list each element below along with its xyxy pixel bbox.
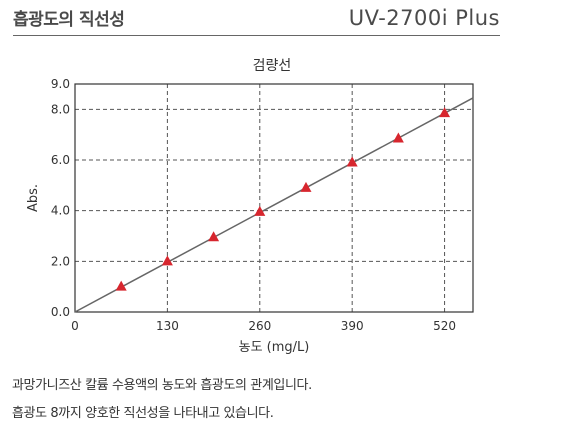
data-point-marker [208, 231, 220, 242]
y-tick-label: 9.0 [51, 77, 70, 91]
fit-line [74, 97, 474, 313]
chart-title: 검량선 [253, 58, 292, 74]
data-point-marker [300, 181, 312, 192]
data-point-marker [392, 132, 404, 143]
y-tick-label: 0.0 [51, 305, 70, 319]
y-tick-label: 2.0 [51, 254, 70, 268]
x-tick-label: 520 [433, 319, 456, 333]
page-title: 흡광도의 직선성 [13, 10, 125, 30]
data-point-marker [254, 205, 266, 216]
y-axis-label: Abs. [26, 184, 41, 212]
y-tick-label: 6.0 [51, 153, 70, 167]
data-point-marker [115, 280, 127, 291]
axis-ticks: 0 130 260 390 520 0.0 2.0 4.0 6.0 8.0 9.0 [51, 77, 456, 333]
x-tick-label: 260 [248, 319, 271, 333]
x-tick-label: 130 [156, 319, 179, 333]
y-tick-label: 4.0 [51, 204, 70, 218]
plot-frame [74, 83, 474, 313]
header: 흡광도의 직선성 UV-2700i Plus [13, 0, 500, 40]
grid-lines [75, 84, 473, 312]
calibration-chart: 검량선 0 130 260 390 520 0.0 2.0 4.0 6.0 8.0 9.0 농도 (… [26, 58, 474, 355]
header-divider [13, 35, 500, 36]
data-point-marker [161, 255, 173, 266]
data-markers [115, 107, 451, 291]
y-tick-label: 8.0 [51, 102, 70, 116]
description-line-1: 과망가니즈산 칼륨 수용액의 농도와 흡광도의 관계입니다. [12, 378, 312, 393]
x-tick-label: 390 [341, 319, 364, 333]
x-tick-label: 0 [71, 319, 79, 333]
data-point-marker [439, 107, 451, 118]
description-line-2: 흡광도 8까지 양호한 직선성을 나타내고 있습니다. [12, 406, 274, 421]
x-axis-label: 농도 (mg/L) [239, 340, 310, 355]
data-point-marker [346, 156, 358, 167]
product-name: UV-2700i Plus [348, 6, 500, 30]
